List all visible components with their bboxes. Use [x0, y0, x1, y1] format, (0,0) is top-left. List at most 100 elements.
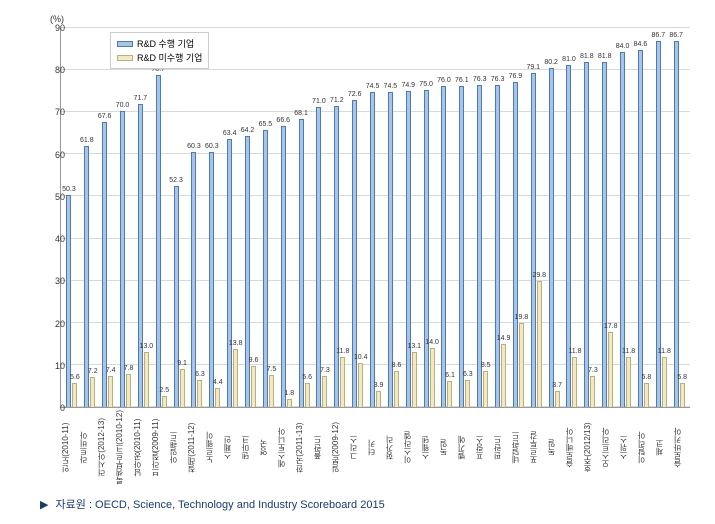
bar-value-label: 74.9	[401, 82, 415, 89]
x-tick-label: 스페인	[222, 410, 240, 485]
bar-value-label: 66.6	[276, 117, 290, 124]
x-tick-label: 칠레(2011-12)	[186, 410, 204, 485]
bar-series2: 11.8	[626, 357, 631, 407]
bar-value-label: 3.7	[552, 382, 562, 389]
bar-group: 86.75.8	[670, 41, 688, 407]
bar-value-label: 68.1	[294, 110, 308, 117]
bar-series2: 7.3	[322, 376, 327, 407]
bar-group: 76.06.1	[438, 86, 456, 407]
bar-value-label: 80.2	[544, 59, 558, 66]
bar-value-label: 67.6	[98, 113, 112, 120]
bar-group: 71.07.3	[313, 107, 331, 407]
bar-group: 76.314.9	[492, 85, 510, 407]
bar-value-label: 70.0	[116, 102, 130, 109]
bar-value-label: 11.8	[658, 348, 671, 355]
bar-value-label: 71.7	[134, 95, 148, 102]
legend: R&D 수행 기업 R&D 미수행 기업	[110, 32, 209, 69]
bar-value-label: 81.0	[562, 56, 576, 63]
bar-series2: 19.8	[519, 323, 524, 407]
bar-series1: 84.6	[638, 50, 643, 407]
bar-value-label: 79.1	[526, 64, 540, 71]
legend-item-series2: R&D 미수행 기업	[117, 51, 202, 64]
x-tick-label: 노르웨이	[204, 410, 222, 485]
bar-value-label: 81.8	[580, 53, 594, 60]
x-tick-label: 이스라엘	[402, 410, 420, 485]
bar-series1: 78.7	[156, 75, 161, 407]
bar-series1: 60.3	[209, 152, 214, 407]
bar-value-label: 6.3	[463, 371, 473, 378]
bar-series1: 86.7	[674, 41, 679, 407]
bar-series1: 74.5	[370, 92, 375, 407]
bar-value-label: 7.2	[88, 368, 98, 375]
bar-value-label: 11.8	[622, 348, 635, 355]
bar-value-label: 11.8	[568, 348, 581, 355]
bar-series2: 9.6	[251, 366, 256, 407]
bar-value-label: 5.8	[677, 374, 687, 381]
y-tick-label: 30	[55, 276, 65, 286]
x-tick-label: 이탈리아	[636, 410, 654, 485]
bar-group: 84.011.8	[617, 52, 635, 407]
bar-series2: 6.1	[447, 381, 452, 407]
y-tick-label: 70	[55, 107, 65, 117]
bar-value-label: 9.1	[177, 360, 187, 367]
bar-value-label: 3.9	[374, 382, 384, 389]
bar-value-label: 9.6	[249, 357, 259, 364]
bar-value-label: 6.3	[195, 371, 205, 378]
bar-series2: 6.3	[197, 380, 202, 407]
y-tick-label: 90	[55, 23, 65, 33]
x-axis-labels: 인도(2010-11)라트비아러시아(2012-13)룩셈부르크(2010-12…	[60, 410, 690, 485]
x-tick-label: 한국(2011-13)	[294, 410, 312, 485]
bar-series2: 7.4	[108, 376, 113, 407]
bar-value-label: 11.8	[336, 348, 349, 355]
bar-group: 60.34.4	[206, 152, 224, 407]
bar-value-label: 76.3	[473, 76, 487, 83]
bar-series1: 76.3	[477, 85, 482, 407]
bar-series1: 67.6	[102, 122, 107, 407]
bar-value-label: 4.4	[213, 379, 223, 386]
bar-series2: 5.8	[680, 383, 685, 407]
bar-group: 61.87.2	[81, 146, 99, 407]
bar-value-label: 76.3	[491, 76, 505, 83]
bar-value-label: 7.5	[267, 366, 277, 373]
bar-group: 76.16.3	[456, 86, 474, 407]
bar-value-label: 63.4	[223, 130, 237, 137]
bar-value-label: 7.3	[320, 367, 330, 374]
bar-series1: 70.0	[120, 111, 125, 407]
x-tick-label: 터키	[366, 410, 384, 485]
bar-series1: 76.3	[495, 85, 500, 407]
x-tick-label: 헝가리	[384, 410, 402, 485]
bar-value-label: 81.8	[598, 53, 612, 60]
bar-series2: 2.5	[162, 396, 167, 407]
bar-series2: 5.6	[305, 383, 310, 407]
bar-series2: 9.1	[180, 369, 185, 407]
x-tick-label: 호주(2012/13)	[582, 410, 600, 485]
bar-value-label: 74.5	[384, 83, 398, 90]
x-tick-label: 슬로베니아	[564, 410, 582, 485]
bar-group: 74.913.1	[402, 91, 420, 407]
bar-value-label: 60.3	[205, 143, 219, 150]
x-tick-label: 스웨덴	[420, 410, 438, 485]
bar-group: 79.129.8	[527, 73, 545, 407]
x-tick-label: 포르투갈	[528, 410, 546, 485]
bar-series1: 60.3	[191, 152, 196, 407]
bar-group: 86.711.8	[652, 41, 670, 407]
y-tick-label: 60	[55, 150, 65, 160]
x-tick-label: 에스토니아	[276, 410, 294, 485]
bar-series2: 6.3	[465, 380, 470, 407]
legend-swatch-1	[117, 41, 133, 47]
bar-value-label: 84.0	[616, 43, 630, 50]
bar-series1: 71.2	[334, 106, 339, 407]
x-tick-label: 체코	[654, 410, 672, 485]
bar-group: 81.817.8	[599, 62, 617, 407]
x-tick-label: 남아공(2010-11)	[132, 410, 150, 485]
bar-series1: 71.0	[316, 107, 321, 407]
x-tick-label: 네덜란드	[510, 410, 528, 485]
x-tick-label: 벨기에	[456, 410, 474, 485]
x-tick-label: 프랑스	[474, 410, 492, 485]
bar-series1: 71.7	[138, 104, 143, 407]
bar-value-label: 76.1	[455, 77, 469, 84]
bar-series2: 13.0	[144, 352, 149, 407]
source-marker: ▶	[40, 499, 48, 511]
x-tick-label: 인도(2010-11)	[60, 410, 78, 485]
bar-group: 76.38.5	[474, 85, 492, 407]
